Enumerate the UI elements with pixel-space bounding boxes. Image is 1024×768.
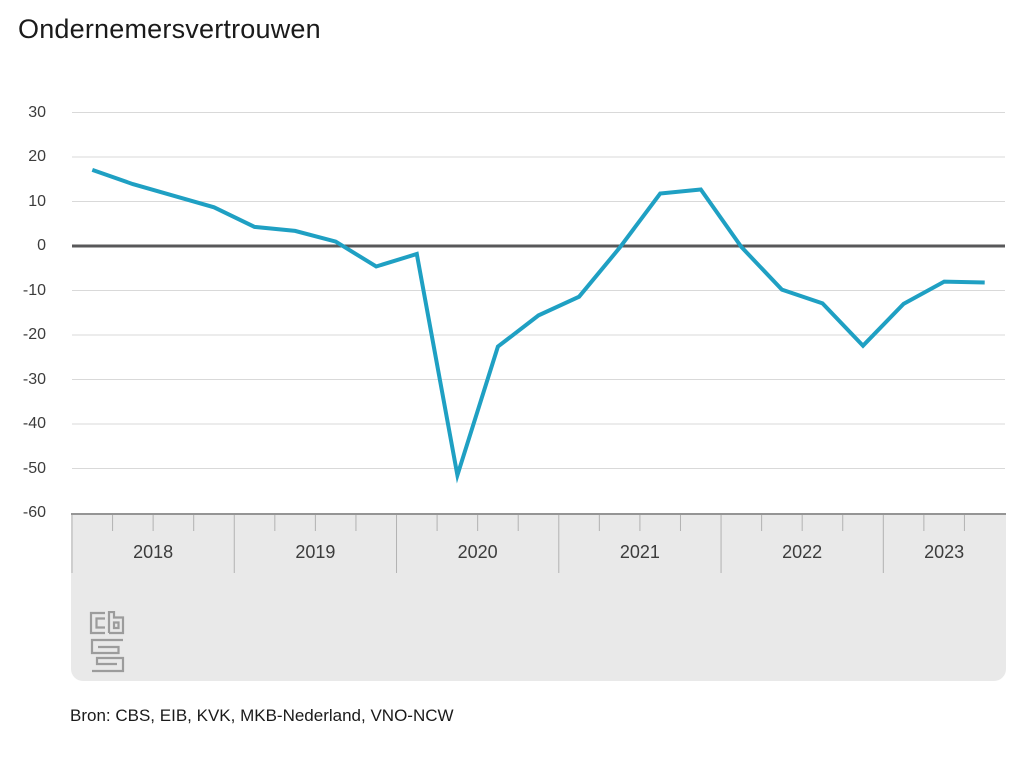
x-axis-year-label: 2021 <box>619 542 660 562</box>
source-note: Bron: CBS, EIB, KVK, MKB-Nederland, VNO-… <box>70 706 454 725</box>
x-axis-year-label: 2022 <box>782 542 823 562</box>
chart-title: Ondernemersvertrouwen <box>18 14 321 44</box>
y-axis-label: -60 <box>22 504 46 521</box>
x-axis-year-label: 2018 <box>133 542 174 562</box>
series-line-ondernemersvertrouwen <box>91 168 985 484</box>
cbs-logo <box>89 611 125 673</box>
x-axis-year-label: 2019 <box>295 542 336 562</box>
cbs-logo-letter-c <box>89 611 105 635</box>
y-axis-label: -40 <box>22 415 46 432</box>
y-axis-label: -10 <box>22 281 46 299</box>
y-axis-label: 0 <box>37 237 46 254</box>
cbs-logo-letter-b <box>107 611 125 635</box>
y-axis-label: 20 <box>28 148 46 165</box>
y-axis-label: -30 <box>22 370 46 388</box>
y-axis-label: 30 <box>28 103 46 121</box>
x-axis-band <box>71 513 1006 681</box>
y-axis-label: 10 <box>28 192 46 210</box>
y-axis-label: -20 <box>22 326 46 343</box>
y-axis-label: -50 <box>22 459 46 477</box>
x-axis-year-label: 2023 <box>924 542 965 562</box>
x-axis-year-label: 2020 <box>457 542 498 562</box>
cbs-logo-letter-s <box>90 638 125 673</box>
